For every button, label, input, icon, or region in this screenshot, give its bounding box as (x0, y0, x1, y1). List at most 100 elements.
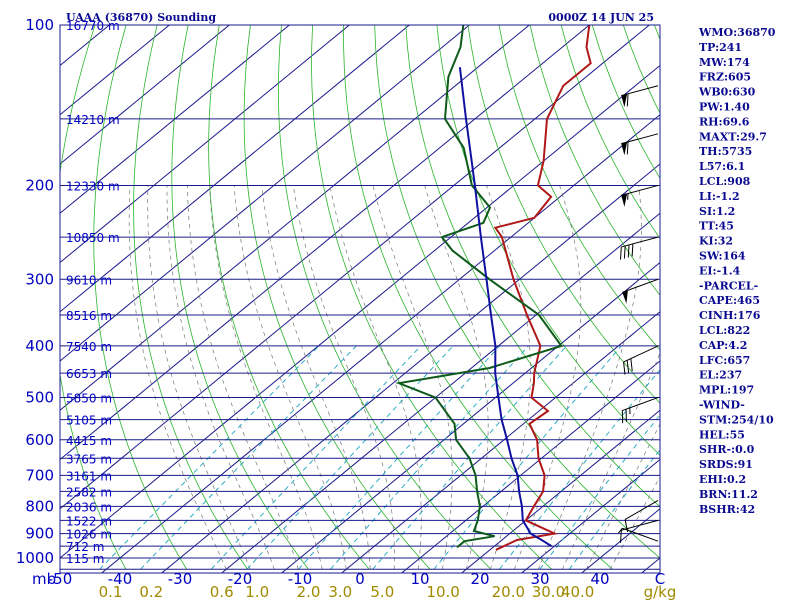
mixing-ratio-tick-label: 1.0 (245, 583, 269, 600)
isotherm-line (60, 25, 290, 214)
mixing-ratio-tick-label: 5.0 (370, 583, 394, 600)
dry-adiabat-line (60, 25, 127, 570)
dry-adiabat-line (467, 25, 660, 404)
dry-adiabat-line (277, 25, 492, 570)
index-entry: HEL:55 (699, 428, 745, 441)
moist-adiabat-line (128, 185, 227, 570)
index-entry: KI:32 (699, 235, 733, 248)
height-tick-label: 12330 m (66, 179, 120, 193)
mixing-ratio-line (246, 345, 454, 570)
index-entry: EI:-1.4 (699, 264, 741, 277)
dry-adiabat-line (405, 25, 660, 508)
mixing-ratio-line (499, 369, 660, 570)
index-entry: LFC:657 (699, 354, 750, 367)
height-tick-label: 5105 m (66, 414, 112, 428)
isotherm-line (280, 261, 660, 573)
wind-barb (621, 184, 659, 207)
pressure-tick-label: 300 (25, 270, 54, 288)
moist-adiabat-line (187, 185, 299, 570)
mixing-ratio-line (210, 345, 422, 570)
dry-adiabat-line (436, 25, 660, 456)
wind-barb-shaft (622, 527, 659, 542)
wind-barb-flag (620, 530, 622, 543)
wind-barb-flag (631, 243, 634, 257)
height-tick-label: 1026 m (66, 528, 112, 542)
wind-barb (623, 345, 659, 375)
height-tick-label: 3161 m (66, 469, 112, 483)
mixing-ratio-unit-label: g/kg (644, 583, 677, 600)
dry-adiabat-line (343, 25, 613, 570)
pressure-unit-label: mb (32, 570, 56, 588)
temperature-tick-label: 0 (355, 570, 365, 588)
wind-barb (622, 278, 659, 304)
wind-barb-shaft (621, 85, 659, 97)
index-entry: CAPE:465 (699, 294, 760, 307)
dry-adiabat-line (529, 25, 660, 296)
dry-adiabat-line (498, 25, 660, 351)
wind-barb-shaft (621, 519, 659, 531)
isotherm-line (520, 458, 660, 573)
mixing-ratio-tick-label: 0.1 (99, 583, 123, 600)
wind-barb (621, 85, 659, 108)
isotherm-line (60, 25, 470, 362)
index-entry: SHR-:0.0 (699, 443, 755, 456)
isotherm-line (60, 25, 590, 461)
moist-adiabat-line (209, 185, 323, 570)
height-tick-label: 5850 m (66, 392, 112, 406)
wind-barb-half-flag (617, 527, 623, 534)
dry-adiabat-line (311, 25, 553, 570)
wind-barb (621, 397, 659, 424)
height-tick-label: 1522 m (66, 514, 112, 528)
mixing-ratio-tick-label: 40.0 (561, 583, 594, 600)
index-entry: SI:1.2 (699, 205, 735, 218)
wind-barb-shaft (621, 133, 659, 145)
moist-adiabat-line (147, 185, 251, 570)
mixing-ratio-tick-label: 0.2 (139, 583, 163, 600)
wind-barb-flag (626, 141, 629, 155)
isotherm-line (60, 64, 660, 559)
isotherm-line (340, 311, 660, 573)
pressure-tick-label: 100 (25, 16, 54, 34)
height-tick-label: 2582 m (66, 485, 112, 499)
height-tick-label: 2036 m (66, 500, 112, 514)
index-entry: MW:174 (699, 56, 750, 69)
index-entry: STM:254/10 (699, 413, 774, 426)
moist-adiabat-line (261, 185, 371, 570)
temperature-line (493, 25, 592, 551)
index-entry: LCL:908 (699, 175, 751, 188)
indices-panel: WMO:36870 TP:241 MW:174 FRZ:605 WB0:630 PW:1.… (698, 26, 776, 516)
wind-barb-shaft (621, 236, 659, 248)
isotherm-line (100, 114, 660, 573)
height-tick-label: 14210 m (66, 113, 120, 127)
moist-adiabat-line (233, 185, 347, 570)
temperature-tick-label: -30 (168, 570, 193, 588)
mixing-ratio-tick-label: 10.0 (426, 583, 459, 600)
isotherm-line (460, 409, 660, 573)
mixing-ratio-line (372, 345, 567, 570)
isotherm-line (220, 212, 660, 573)
wind-barb-flag (626, 93, 629, 107)
index-entry: MAXT:29.7 (699, 130, 767, 143)
height-tick-label: 10850 m (66, 231, 120, 245)
wind-barb-flag (626, 360, 630, 373)
moist-adiabat-line (513, 185, 582, 570)
height-tick-label: 115 m (66, 552, 104, 566)
index-entry: TT:45 (699, 220, 734, 233)
dry-adiabat-line (93, 25, 188, 570)
pressure-tick-label: 400 (25, 337, 54, 355)
plot-frame (59, 24, 661, 574)
index-entry: BSHR:42 (699, 503, 755, 516)
temperature-tick-label: C (655, 570, 665, 588)
moist-adiabat-line (537, 185, 642, 570)
index-entry: MPL:197 (699, 384, 754, 397)
index-entry: LI:-1.2 (699, 190, 740, 203)
chart-title: UAAA (36870) Sounding (66, 11, 216, 24)
index-entry: WMO:36870 (698, 26, 776, 39)
index-entry: SRDS:91 (699, 458, 753, 471)
pressure-tick-label: 800 (25, 497, 54, 515)
wind-barb (620, 519, 659, 543)
mixing-ratio-line (433, 345, 622, 570)
